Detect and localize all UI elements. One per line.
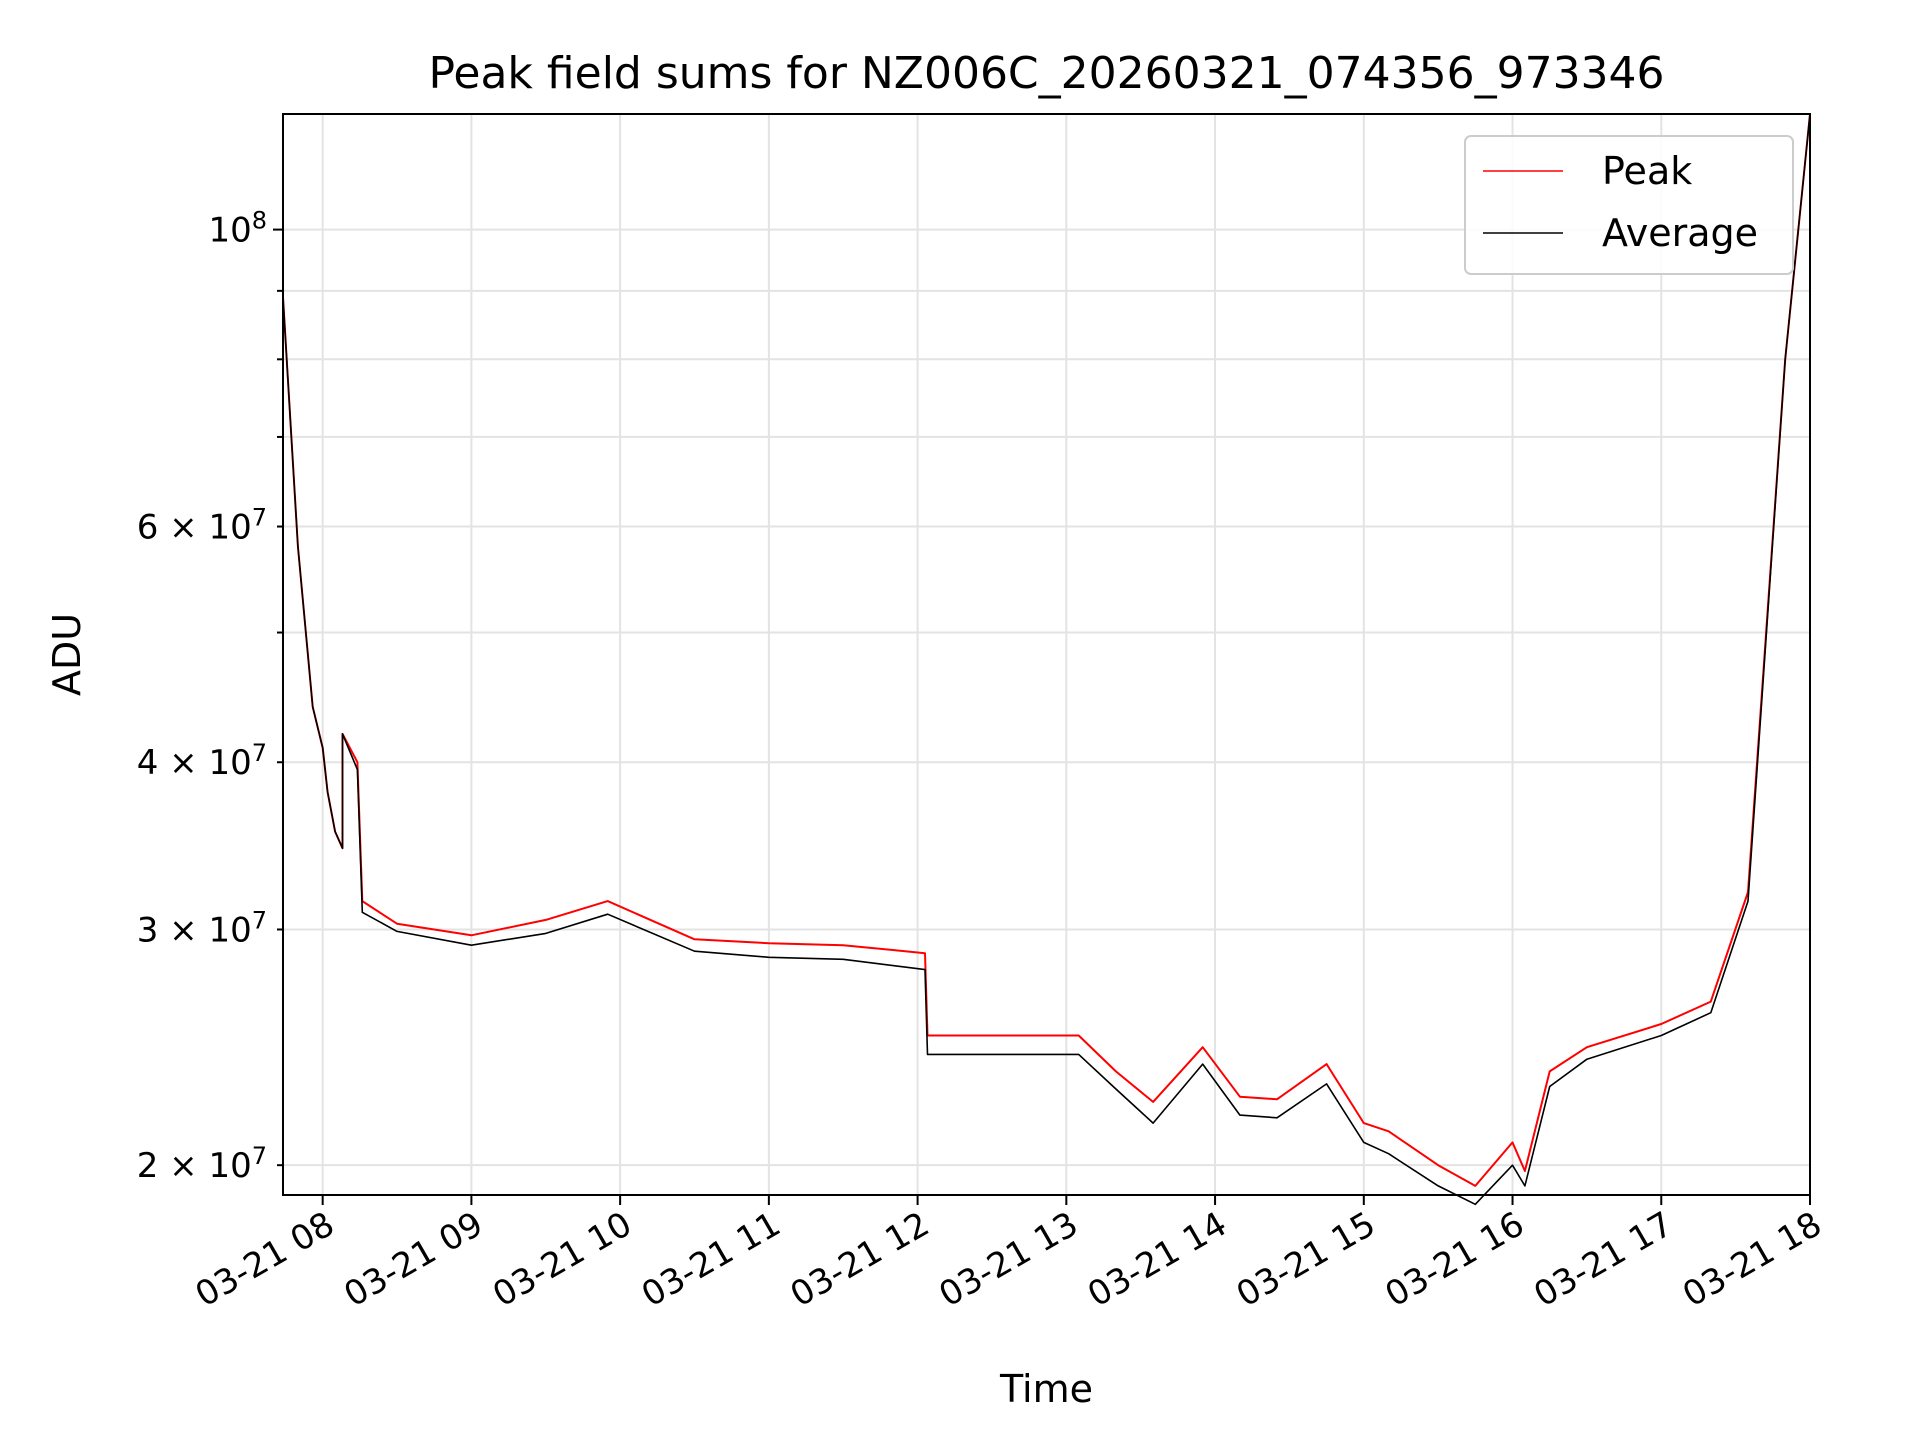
y-axis-label: ADU xyxy=(45,613,89,696)
legend: Peak Average xyxy=(1464,135,1794,275)
y-tick-label: 4 × 107 xyxy=(137,739,267,783)
axis-ticks xyxy=(273,228,1811,1205)
y-tick-label: 2 × 107 xyxy=(137,1142,267,1186)
x-axis-label: Time xyxy=(999,1367,1093,1411)
chart-title: Peak field sums for NZ006C_20260321_0743… xyxy=(428,48,1664,99)
y-tick-label: 108 xyxy=(208,206,267,250)
series-line-average xyxy=(282,113,1811,1206)
y-tick-label: 6 × 107 xyxy=(137,503,267,547)
plot-area xyxy=(282,113,1811,1206)
axes-frame xyxy=(282,113,1811,1196)
y-tick-label: 3 × 107 xyxy=(137,906,267,950)
legend-label-peak: Peak xyxy=(1602,149,1692,193)
legend-label-average: Average xyxy=(1602,211,1758,255)
